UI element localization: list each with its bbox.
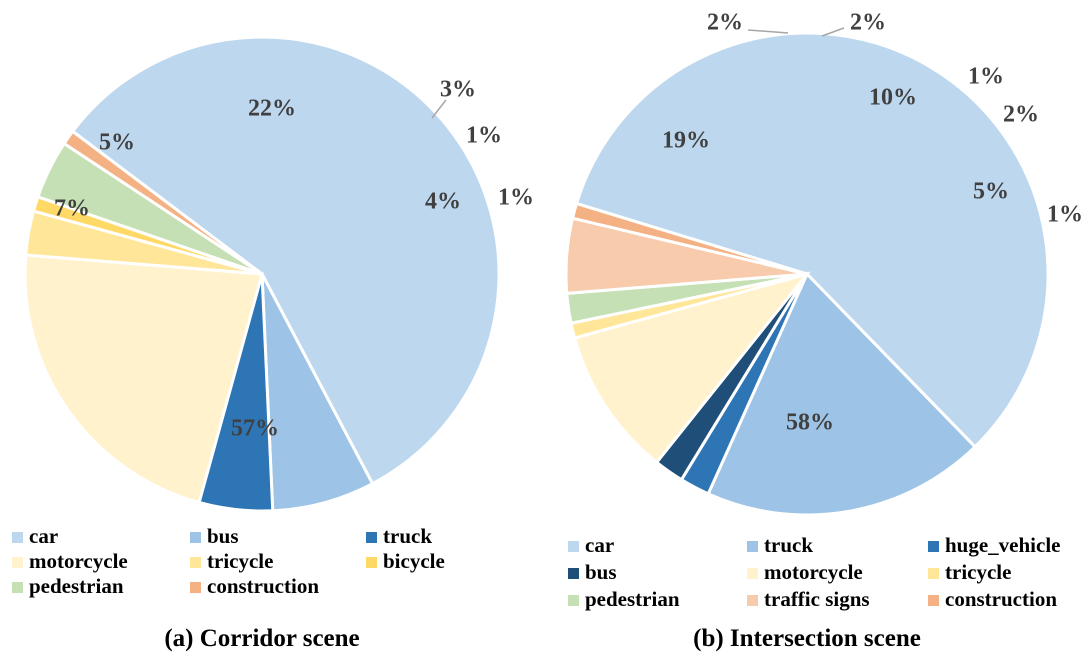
legend-swatch-traffic-signs <box>747 595 758 606</box>
legend-label-truck: truck <box>764 533 813 557</box>
data-label-car: 57% <box>231 416 279 442</box>
pie-slice-bus <box>260 273 375 513</box>
legend-swatch-bus <box>190 532 201 543</box>
leader-line <box>821 27 845 37</box>
legend-swatch-construction <box>928 595 939 606</box>
legend-label-bicycle: bicycle <box>383 549 445 573</box>
legend-label-motorcycle: motorcycle <box>764 560 863 584</box>
legend-swatch-tricycle <box>928 568 939 579</box>
data-label-tricycle: 1% <box>968 64 1004 90</box>
pie-chart-intersection: 58% 19% 2% 2% 10% 1% 2% 5% 1% <box>564 10 1083 517</box>
data-label-construction: 1% <box>498 185 534 211</box>
pie-slice-motorcycle <box>572 271 812 465</box>
legend-label-construction: construction <box>207 574 319 598</box>
pie-slice-motorcycle <box>23 253 264 505</box>
legend-swatch-tricycle <box>190 557 201 568</box>
pie-slice-car <box>70 35 501 486</box>
legend-label-bus: bus <box>207 524 239 548</box>
legend-label-construction: construction <box>945 587 1057 611</box>
data-label-truck: 5% <box>99 130 135 156</box>
data-label-huge-vehicle: 2% <box>707 10 743 36</box>
data-label-motorcycle: 10% <box>869 85 917 111</box>
pie-slice-construction <box>570 201 808 276</box>
legend-label-tricycle: tricycle <box>207 549 273 573</box>
legend-swatch-motorcycle <box>747 568 758 579</box>
legend-swatch-motorcycle <box>12 557 23 568</box>
pie-chart-corridor: 57% 7% 5% 22% 3% 1% 4% 1% <box>23 35 534 513</box>
leader-line <box>747 29 789 34</box>
pie-slice-car <box>574 31 1050 449</box>
legend-swatch-car <box>568 541 579 552</box>
legend-swatch-truck <box>366 532 377 543</box>
legend-label-traffic-signs: traffic signs <box>764 587 870 611</box>
legend-label-pedestrian: pedestrian <box>585 587 680 611</box>
legend-swatch-bicycle <box>366 557 377 568</box>
legend-swatch-pedestrian <box>12 582 23 593</box>
data-label-bicycle: 1% <box>466 123 502 149</box>
figure-caption: (a) Corridor scene <box>164 625 359 652</box>
legend-label-pedestrian: pedestrian <box>29 574 124 598</box>
data-label-truck: 19% <box>662 128 710 154</box>
data-label-car: 58% <box>786 410 834 436</box>
data-label-tricycle: 3% <box>440 77 476 103</box>
legend-swatch-pedestrian <box>568 595 579 606</box>
pie-slice-truck <box>706 271 978 517</box>
figure-caption: (b) Intersection scene <box>693 625 921 652</box>
legend-swatch-construction <box>190 582 201 593</box>
legend-label-bus: bus <box>585 560 617 584</box>
legend-label-truck: truck <box>383 524 432 548</box>
legend-swatch-car <box>12 532 23 543</box>
legend-swatch-huge-vehicle <box>928 541 939 552</box>
data-label-bus: 2% <box>850 10 886 36</box>
legend-label-huge-vehicle: huge_vehicle <box>945 533 1061 557</box>
legend-label-tricycle: tricycle <box>945 560 1011 584</box>
legend-label-car: car <box>29 524 58 548</box>
data-label-traffic-signs: 5% <box>973 179 1009 205</box>
legend-label-motorcycle: motorcycle <box>29 549 128 573</box>
data-label-bus: 7% <box>54 196 90 222</box>
data-label-pedestrian: 2% <box>1003 102 1039 128</box>
legend-swatch-truck <box>747 541 758 552</box>
data-label-motorcycle: 22% <box>248 96 296 122</box>
data-label-pedestrian: 4% <box>425 189 461 215</box>
legend-swatch-bus <box>568 568 579 579</box>
leader-line <box>431 99 447 119</box>
legend: car bus truck motorcycle tricycle bicycle pede… <box>12 524 445 598</box>
pie-slice-construction <box>62 129 263 276</box>
data-label-construction: 1% <box>1047 202 1083 228</box>
legend-label-car: car <box>585 533 614 557</box>
